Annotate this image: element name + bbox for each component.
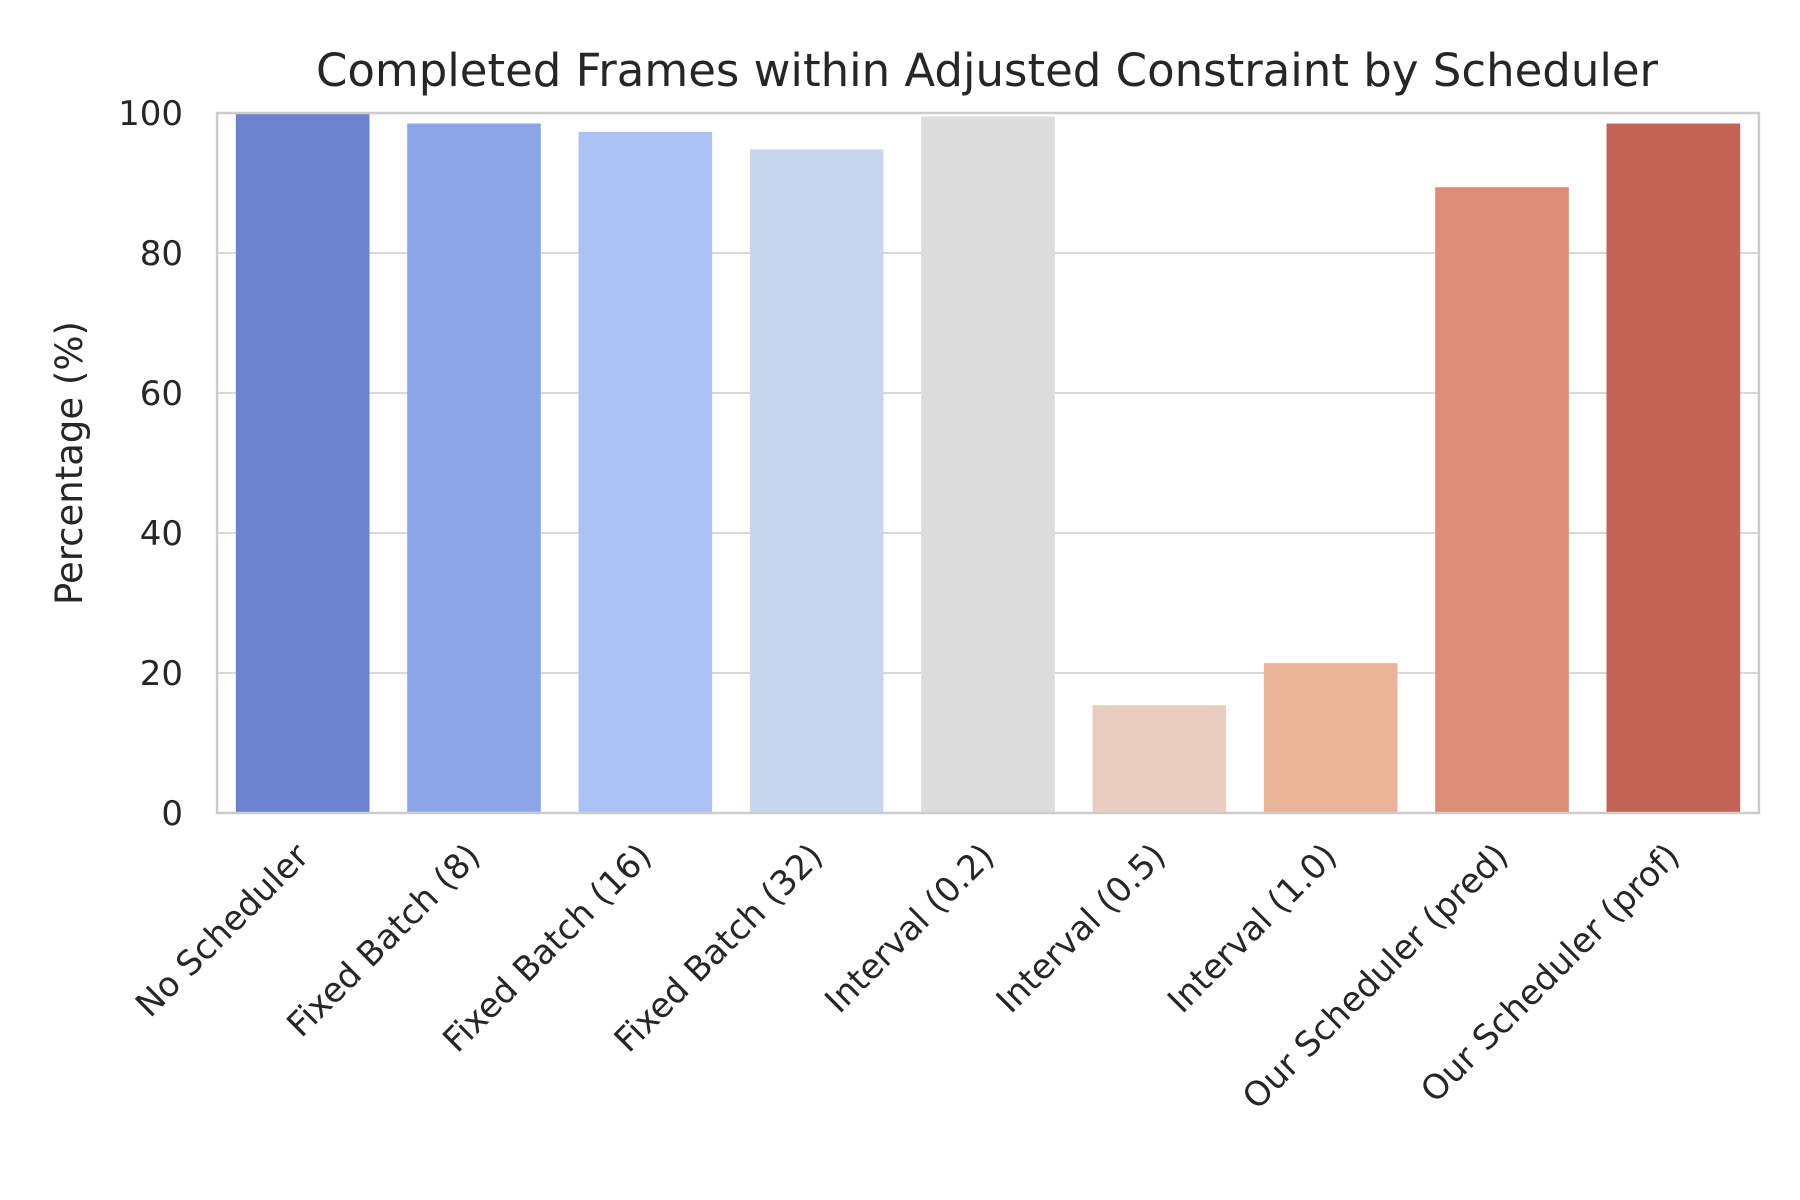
bar: [749, 149, 884, 813]
y-tick-label: 100: [118, 94, 183, 134]
x-tick-label: No Scheduler: [128, 836, 317, 1025]
x-tick-label: Interval (0.5): [989, 836, 1174, 1021]
bars: [235, 113, 1741, 813]
bar: [1435, 187, 1569, 813]
y-tick-label: 60: [140, 374, 183, 414]
y-tick-label: 0: [161, 794, 183, 834]
bar: [235, 113, 370, 813]
x-tick-label: Interval (0.2): [817, 836, 1002, 1021]
y-axis-label: Percentage (%): [48, 321, 91, 605]
plot-frame: [215, 111, 1761, 815]
chart-title: Completed Frames within Adjusted Constra…: [316, 44, 1659, 97]
bar: [921, 116, 1055, 813]
x-tick-label: Interval (1.0): [1160, 836, 1345, 1021]
bar: [1263, 663, 1398, 813]
bar: [1606, 123, 1741, 813]
y-tick-label: 40: [140, 514, 183, 554]
bar: [407, 123, 541, 813]
bar: [1092, 705, 1227, 813]
bar: [578, 131, 713, 813]
y-tick-label: 80: [140, 234, 183, 274]
y-tick-labels: 0 20 40 60 80 100: [118, 94, 183, 834]
y-tick-label: 20: [140, 654, 183, 694]
